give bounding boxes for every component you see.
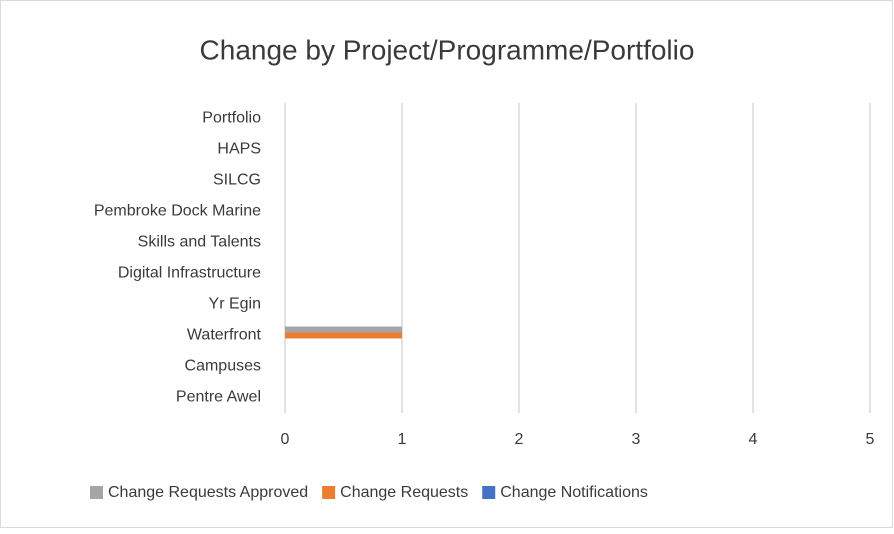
- y-tick-label: SILCG: [213, 172, 261, 189]
- y-tick-label: Yr Egin: [209, 296, 261, 313]
- x-tick-label: 4: [749, 431, 758, 448]
- y-tick-label: Campuses: [185, 358, 261, 375]
- x-tick-label: 3: [632, 431, 641, 448]
- legend-swatch: [482, 486, 496, 499]
- legend-label: Change Requests: [340, 484, 468, 501]
- y-tick-label: HAPS: [217, 141, 261, 158]
- bar: [285, 326, 402, 333]
- x-tick-label: 5: [866, 431, 875, 448]
- chart-title: Change by Project/Programme/Portfolio: [200, 34, 695, 65]
- y-tick-label: Skills and Talents: [138, 234, 261, 251]
- y-tick-label: Portfolio: [202, 110, 261, 127]
- legend-label: Change Notifications: [500, 484, 648, 501]
- legend-label: Change Requests Approved: [108, 484, 308, 501]
- y-tick-label: Pentre Awel: [176, 389, 261, 406]
- x-tick-label: 0: [281, 431, 290, 448]
- x-tick-label: 2: [515, 431, 524, 448]
- y-tick-label: Pembroke Dock Marine: [94, 203, 261, 220]
- legend-swatch: [90, 486, 103, 499]
- bar: [285, 332, 402, 339]
- legend-swatch: [322, 486, 336, 499]
- y-tick-label: Digital Infrastructure: [118, 265, 261, 282]
- y-tick-label: Waterfront: [187, 327, 262, 344]
- x-tick-label: 1: [398, 431, 407, 448]
